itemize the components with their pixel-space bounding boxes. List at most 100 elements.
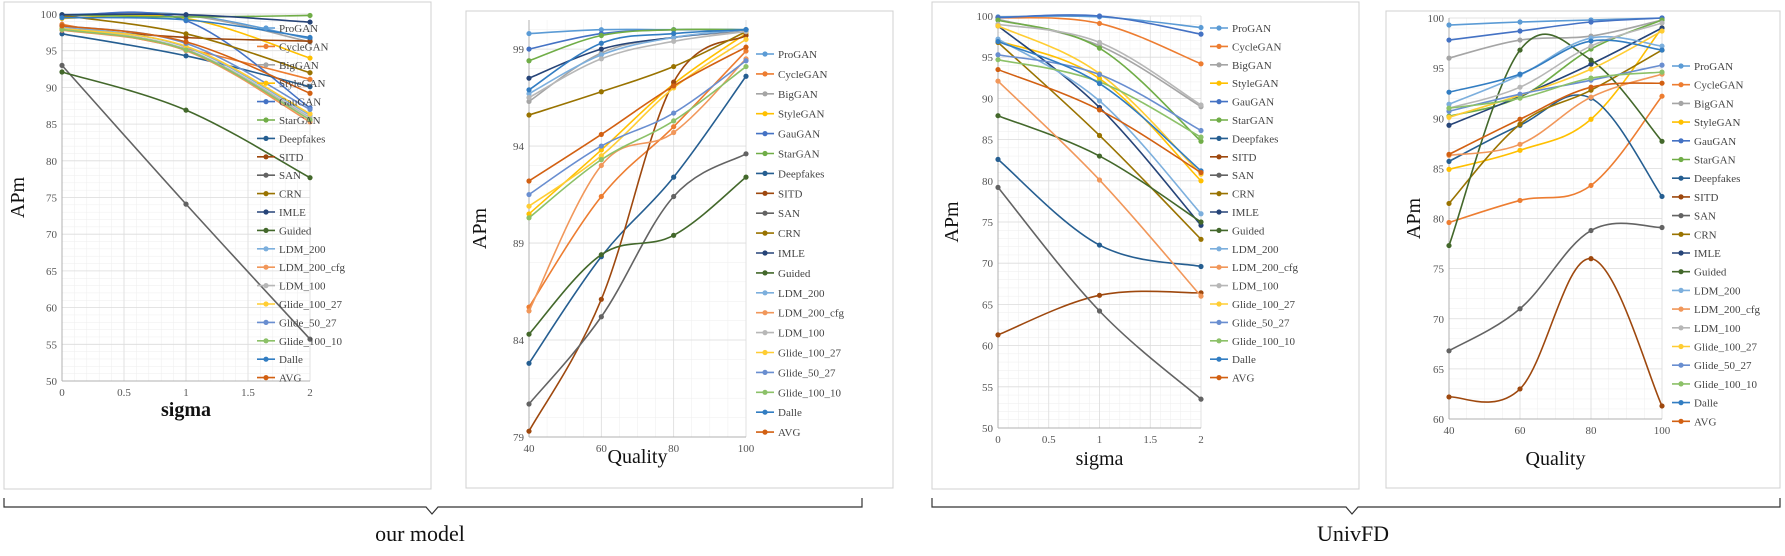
data-point (526, 98, 532, 105)
data-point (671, 124, 677, 130)
legend-label: Dalle (279, 354, 303, 366)
series-line-guided (1448, 33, 1663, 246)
y-tick-label: 90 (46, 82, 58, 94)
legend-label: LDM_200 (1232, 244, 1279, 256)
legend-marker (762, 330, 768, 336)
series-line-ldm-100 (528, 30, 747, 99)
data-point (743, 151, 749, 157)
legend-marker (1216, 117, 1222, 123)
legend-entry: Dalle (1672, 398, 1718, 410)
legend-entry: LDM_200 (257, 244, 326, 256)
legend-label: StyleGAN (1232, 78, 1279, 90)
legend-marker (762, 389, 768, 395)
data-point (1588, 116, 1594, 122)
data-point (995, 57, 1001, 63)
y-tick-label: 94 (513, 141, 525, 153)
legend-entry: Glide_50_27 (1672, 360, 1752, 372)
legend-marker (1216, 356, 1222, 362)
legend-label: BigGAN (279, 60, 319, 72)
data-point (183, 39, 189, 45)
legend-entry: SITD (1672, 192, 1719, 204)
data-point (598, 162, 604, 169)
data-point (598, 314, 604, 320)
legend-marker (1216, 99, 1222, 105)
our-model-brace (3, 498, 863, 515)
legend-entry: AVG (756, 427, 800, 439)
legend-entry: Deepfakes (1210, 133, 1278, 145)
legend-marker (263, 375, 269, 381)
data-point (59, 15, 65, 21)
data-point (1517, 37, 1523, 43)
legend-marker (762, 131, 768, 137)
legend-marker (762, 111, 768, 117)
data-point (1446, 158, 1452, 164)
legend-entry: Glide_50_27 (756, 367, 836, 379)
x-axis-title: Quality (1526, 448, 1586, 470)
legend-entry: Deepfakes (756, 168, 824, 180)
legend-entry: StarGAN (756, 149, 820, 161)
data-point (1517, 141, 1523, 147)
legend-label: SAN (1232, 170, 1254, 182)
data-point (1517, 91, 1523, 97)
y-tick-label: 95 (982, 52, 994, 64)
legend-entry: LDM_200 (1210, 244, 1279, 256)
legend-entry: Glide_100_27 (257, 299, 342, 311)
legend-entry: SITD (756, 188, 803, 200)
data-point (1659, 28, 1665, 34)
legend-marker (762, 310, 768, 316)
legend-entry: Guided (756, 268, 811, 280)
legend-label: Dalle (1694, 398, 1718, 410)
series-line-glide-100-27 (528, 38, 747, 207)
data-point (1096, 308, 1103, 314)
data-point (1517, 121, 1523, 127)
legend-label: CycleGAN (1694, 80, 1744, 92)
data-point (1659, 20, 1665, 26)
legend-marker (1216, 43, 1222, 50)
data-point (307, 84, 313, 90)
data-point (1096, 132, 1103, 139)
y-tick-label: 95 (46, 46, 58, 58)
x-tick-label: 1 (1097, 434, 1103, 446)
legend-label: ProGAN (279, 23, 318, 35)
data-point (1446, 22, 1452, 28)
legend-entry: LDM_200_cfg (257, 262, 345, 274)
legend-marker (263, 135, 269, 141)
legend-label: IMLE (1694, 248, 1721, 260)
legend-marker (762, 270, 768, 276)
x-tick-label: 40 (524, 443, 536, 455)
legend-entry: BigGAN (1672, 98, 1734, 110)
series-line-ldm-200 (528, 28, 747, 95)
legend-entry: AVG (1210, 373, 1254, 385)
data-point (598, 32, 604, 39)
data-point (1659, 93, 1665, 99)
data-point (307, 336, 313, 342)
data-point (671, 118, 677, 124)
legend-entry: CycleGAN (257, 41, 329, 53)
data-point (307, 55, 313, 61)
data-point (526, 331, 532, 337)
legend-marker (1216, 338, 1222, 344)
legend-entry: StarGAN (257, 115, 321, 127)
univfd-brace (931, 498, 1781, 515)
x-axis-title: sigma (161, 399, 211, 421)
legend-entry: CRN (1672, 229, 1717, 241)
data-point (1517, 386, 1523, 392)
data-point (1198, 263, 1204, 270)
legend-marker (1216, 135, 1222, 141)
our-model-caption: our model (375, 521, 465, 546)
data-point (1198, 61, 1204, 67)
legend-label: Glide_50_27 (778, 367, 836, 379)
chart-panel-1: 50 55 60 65 70 75 80 85 90 95 100 0 0.5 1 1.5 2 sigma APm… (3, 1, 432, 490)
data-point (526, 178, 532, 184)
legend-marker (1678, 400, 1684, 406)
legend-label: BigGAN (1694, 98, 1734, 110)
legend-marker (1678, 100, 1684, 106)
data-point (183, 107, 189, 113)
legend-marker (263, 301, 269, 307)
y-tick-label: 75 (982, 217, 994, 229)
legend-entry: Glide_100_27 (1672, 342, 1757, 354)
series-line-sitd (528, 34, 747, 432)
data-point (1517, 95, 1523, 101)
y-tick-label: 70 (46, 229, 58, 241)
data-point (1588, 38, 1594, 44)
